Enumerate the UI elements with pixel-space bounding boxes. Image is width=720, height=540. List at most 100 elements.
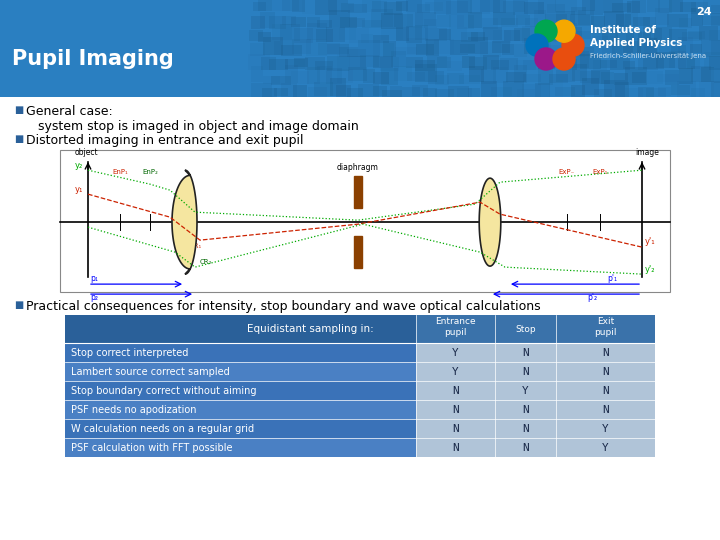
Bar	[406, 0, 422, 12]
Bar	[559, 59, 577, 70]
Bar	[330, 10, 350, 27]
Bar	[362, 19, 382, 28]
Bar	[579, 47, 593, 56]
Bar	[60, 150, 670, 292]
Text: N: N	[602, 367, 609, 376]
Bar	[425, 28, 447, 40]
Bar	[679, 18, 692, 28]
Bar	[578, 10, 594, 25]
Bar	[426, 39, 439, 56]
Bar	[638, 87, 654, 98]
Text: EnP₁: EnP₁	[112, 169, 128, 175]
Bar	[272, 0, 290, 11]
Text: N: N	[522, 404, 529, 415]
Text: Pupil Imaging: Pupil Imaging	[12, 49, 174, 69]
Bar	[516, 16, 530, 25]
Bar	[339, 27, 356, 40]
Text: W calculation needs on a regular grid: W calculation needs on a regular grid	[71, 423, 254, 434]
Bar	[416, 362, 495, 381]
Bar	[358, 84, 379, 99]
Bar	[416, 343, 495, 362]
Bar	[637, 32, 651, 40]
Text: N: N	[452, 443, 459, 453]
Text: N: N	[522, 348, 529, 357]
Bar	[491, 87, 512, 96]
Bar	[407, 38, 428, 54]
Text: CR₁: CR₁	[190, 243, 202, 249]
Bar	[450, 40, 468, 55]
Bar	[638, 58, 659, 70]
Bar	[315, 82, 333, 96]
Bar	[570, 14, 590, 25]
Bar	[524, 38, 545, 55]
Bar	[495, 400, 556, 419]
Circle shape	[535, 48, 557, 70]
Bar	[318, 43, 340, 55]
Bar	[448, 86, 469, 99]
Bar	[495, 362, 556, 381]
Bar	[690, 65, 711, 82]
Bar	[372, 56, 393, 68]
Bar	[424, 19, 436, 29]
Bar	[251, 66, 264, 82]
Text: ■: ■	[14, 134, 23, 144]
Circle shape	[535, 20, 557, 42]
Bar	[677, 81, 696, 98]
Text: Stop: Stop	[516, 325, 536, 334]
Bar	[711, 40, 720, 55]
Bar	[395, 46, 417, 55]
Bar	[483, 26, 502, 40]
Bar	[292, 71, 310, 84]
Bar	[416, 400, 495, 419]
Text: Institute of: Institute of	[590, 25, 656, 35]
Text: Applied Physics: Applied Physics	[590, 38, 683, 48]
Bar	[667, 15, 688, 26]
Bar	[580, 54, 601, 70]
Bar	[416, 438, 495, 457]
Bar	[262, 89, 277, 97]
Bar	[632, 0, 647, 13]
Bar	[417, 4, 430, 12]
Text: Stop correct interpreted: Stop correct interpreted	[71, 348, 189, 357]
Bar	[711, 5, 720, 14]
Bar	[446, 1, 468, 15]
Text: Friedrich-Schiller-Universität Jena: Friedrich-Schiller-Universität Jena	[590, 53, 706, 59]
Bar	[561, 46, 582, 55]
Bar	[670, 29, 687, 41]
Bar	[382, 13, 403, 29]
Bar	[590, 0, 603, 15]
Bar	[572, 85, 585, 99]
Bar	[680, 2, 696, 12]
Text: Practical consequences for intensity, stop boundary and wave optical calculation: Practical consequences for intensity, st…	[26, 300, 541, 313]
Text: 24: 24	[696, 7, 712, 17]
Bar	[671, 85, 690, 95]
Bar	[434, 0, 451, 14]
Bar	[348, 4, 366, 12]
Text: Y: Y	[452, 367, 459, 376]
Bar	[654, 28, 672, 43]
Text: y₂: y₂	[75, 161, 83, 170]
Bar	[363, 69, 375, 83]
Text: y₁: y₁	[75, 185, 83, 194]
Bar	[427, 56, 446, 68]
Bar	[293, 85, 307, 98]
Bar	[572, 64, 587, 82]
Bar	[549, 80, 562, 97]
Text: N: N	[602, 404, 609, 415]
Text: N: N	[452, 386, 459, 396]
Bar	[472, 32, 485, 41]
Bar	[294, 29, 312, 43]
Bar	[460, 44, 474, 53]
Bar	[394, 66, 412, 82]
Bar	[470, 0, 490, 14]
Bar	[415, 64, 437, 82]
Bar	[348, 18, 365, 28]
Bar	[258, 32, 271, 42]
Bar	[461, 31, 478, 42]
Bar	[362, 0, 381, 12]
Text: ExP₁: ExP₁	[593, 169, 608, 175]
Bar	[280, 24, 300, 41]
Circle shape	[526, 34, 548, 56]
Bar	[670, 51, 686, 68]
Bar	[699, 26, 718, 40]
